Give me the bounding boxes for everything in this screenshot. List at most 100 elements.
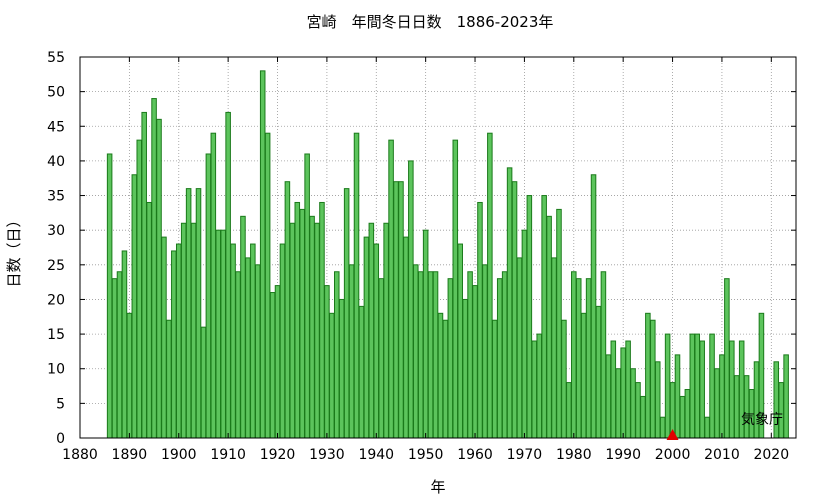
bar xyxy=(200,326,207,439)
marker-triangle xyxy=(666,429,679,440)
bar xyxy=(699,340,705,439)
x-tick-label: 1950 xyxy=(408,447,444,463)
y-tick-label: 0 xyxy=(56,431,65,447)
bar xyxy=(304,153,310,439)
bar xyxy=(417,271,424,439)
bar xyxy=(615,368,622,439)
bar xyxy=(245,257,251,439)
bar xyxy=(472,285,478,439)
bar xyxy=(195,188,202,439)
bar xyxy=(284,181,291,439)
bar xyxy=(442,319,449,439)
y-tick-label: 20 xyxy=(47,292,65,308)
bar xyxy=(452,139,459,439)
bar xyxy=(674,354,681,439)
bar xyxy=(432,271,439,439)
bar xyxy=(561,319,567,439)
y-axis-ticks: 0 5 10 15 20 25 30 35 40 45 50 55 xyxy=(47,50,796,447)
bar xyxy=(343,188,350,439)
y-tick-label: 30 xyxy=(47,223,65,239)
bar xyxy=(151,98,157,439)
bar xyxy=(180,222,187,439)
bar xyxy=(403,236,409,439)
bar xyxy=(620,347,626,439)
y-tick-label: 15 xyxy=(47,327,65,343)
bar xyxy=(630,368,636,439)
y-tick-label: 55 xyxy=(47,50,65,66)
bar xyxy=(556,208,562,439)
bar xyxy=(205,153,212,439)
bar xyxy=(398,181,404,439)
bar xyxy=(388,139,394,439)
bar xyxy=(319,201,325,439)
x-tick-label: 1990 xyxy=(605,447,641,463)
bar xyxy=(783,354,789,439)
bar xyxy=(422,229,429,439)
bar xyxy=(506,167,513,439)
bar xyxy=(334,271,340,439)
bar xyxy=(709,333,715,439)
bar xyxy=(250,243,256,439)
bar xyxy=(368,222,375,439)
y-tick-label: 50 xyxy=(47,85,65,101)
bar xyxy=(778,382,784,439)
bar xyxy=(185,188,192,439)
bar xyxy=(175,243,182,439)
bar xyxy=(126,312,133,439)
bar xyxy=(501,271,508,439)
y-tick-label: 40 xyxy=(47,154,65,170)
bar xyxy=(348,264,355,439)
bar xyxy=(215,229,222,439)
bar xyxy=(546,215,552,439)
bar xyxy=(664,333,671,439)
bar xyxy=(279,243,286,439)
bar xyxy=(408,160,414,439)
bar xyxy=(156,118,162,439)
bar xyxy=(635,382,641,439)
bar xyxy=(733,375,740,439)
bar xyxy=(254,264,261,439)
bar xyxy=(679,395,686,439)
bar xyxy=(294,201,301,439)
bar xyxy=(605,354,612,439)
bar xyxy=(625,340,631,439)
bar xyxy=(729,340,735,439)
x-tick-label: 1970 xyxy=(507,447,543,463)
bar xyxy=(259,70,266,439)
bar xyxy=(743,375,750,439)
bar xyxy=(566,382,572,439)
bar xyxy=(314,222,320,439)
bar xyxy=(492,319,498,439)
bar xyxy=(378,278,384,439)
bar xyxy=(230,243,236,439)
bar xyxy=(654,361,661,439)
bar xyxy=(467,271,473,439)
bar xyxy=(571,271,577,439)
bar xyxy=(590,174,597,439)
bar xyxy=(521,229,528,439)
x-tick-label: 1910 xyxy=(210,447,246,463)
bar xyxy=(541,195,547,439)
bar xyxy=(338,298,345,439)
bar xyxy=(645,312,651,439)
bar xyxy=(487,132,493,439)
x-tick-label: 1940 xyxy=(358,447,394,463)
bar xyxy=(462,298,468,439)
bar xyxy=(714,368,720,439)
x-tick-label: 2000 xyxy=(655,447,691,463)
x-tick-label: 1980 xyxy=(556,447,592,463)
bar xyxy=(516,257,523,439)
bar xyxy=(719,354,725,439)
bar xyxy=(240,215,246,439)
x-tick-label: 1920 xyxy=(260,447,296,463)
bar xyxy=(373,243,380,439)
y-tick-label: 25 xyxy=(47,258,65,274)
bar xyxy=(659,416,666,439)
y-tick-label: 10 xyxy=(47,362,65,378)
bar xyxy=(363,236,370,439)
plot-frame xyxy=(79,56,797,439)
bar xyxy=(220,229,226,439)
bar xyxy=(526,195,533,439)
x-axis-label: 年 xyxy=(430,478,445,496)
